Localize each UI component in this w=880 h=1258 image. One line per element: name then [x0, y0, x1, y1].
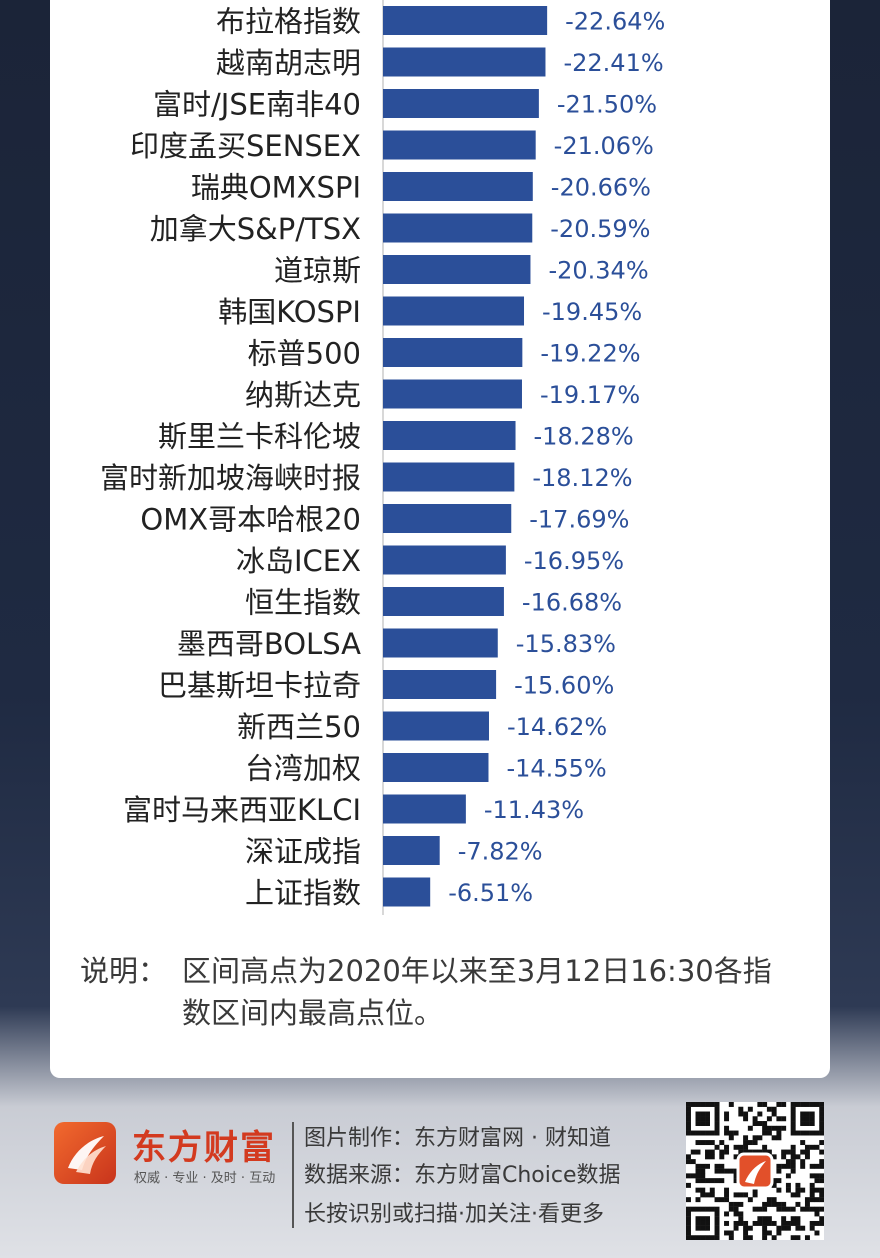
- value-label: -21.50%: [557, 91, 657, 119]
- value-label: -6.51%: [448, 879, 533, 907]
- category-label: 布拉格指数: [216, 5, 361, 39]
- bar: [383, 545, 506, 575]
- value-label: -20.59%: [550, 215, 650, 243]
- brand-logo-icon: [54, 1122, 116, 1184]
- bar: [383, 172, 533, 201]
- qr-code-icon[interactable]: [686, 1102, 824, 1240]
- bar: [383, 794, 466, 824]
- credit-line-scan: 长按识别或扫描·加关注·看更多: [304, 1202, 604, 1227]
- bar: [383, 753, 489, 782]
- bar: [383, 670, 497, 699]
- brand-slogan: 权威 · 专业 · 及时 · 互动: [134, 1171, 276, 1186]
- category-label: 道琼斯: [274, 254, 361, 288]
- category-label: 标普500: [248, 337, 361, 371]
- category-label: 墨西哥BOLSA: [177, 627, 361, 661]
- value-label: -11.43%: [484, 796, 584, 824]
- bar: [383, 504, 512, 533]
- value-label: -15.83%: [516, 630, 616, 658]
- bar: [383, 296, 525, 326]
- value-label: -19.45%: [542, 298, 642, 326]
- bar: [383, 89, 539, 118]
- value-label: -22.64%: [565, 8, 665, 36]
- bar: [383, 462, 515, 492]
- category-label: 巴基斯坦卡拉奇: [158, 669, 361, 703]
- note-label: 说明：: [80, 954, 168, 988]
- category-label: OMX哥本哈根20: [140, 503, 361, 537]
- value-label: -19.17%: [540, 381, 640, 409]
- bar: [383, 877, 431, 907]
- credit-line-producer: 图片制作：东方财富网 · 财知道: [304, 1126, 611, 1151]
- value-label: -7.82%: [458, 838, 543, 866]
- value-label: -22.41%: [563, 49, 663, 77]
- category-label: 加拿大S&P/TSX: [150, 212, 361, 246]
- value-label: -18.12%: [532, 464, 632, 492]
- category-label: 印度孟买SENSEX: [130, 129, 361, 163]
- bar: [383, 213, 533, 243]
- bar: [383, 6, 548, 35]
- bar: [383, 711, 489, 741]
- category-label: 恒生指数: [245, 586, 361, 620]
- category-label: 冰岛ICEX: [236, 544, 361, 578]
- value-label: -14.62%: [507, 713, 607, 741]
- value-label: -20.34%: [548, 257, 648, 285]
- bar-chart: 布拉格指数 -22.64% 越南胡志明 -22.41% 富时/JSE南非40 -21.50…: [100, 0, 665, 915]
- bar: [383, 836, 440, 865]
- category-label: 富时马来西亚KLCI: [123, 793, 361, 827]
- value-label: -18.28%: [534, 423, 634, 451]
- category-label: 富时/JSE南非40: [153, 88, 361, 122]
- value-label: -19.22%: [540, 340, 640, 368]
- bar: [383, 47, 546, 77]
- category-label: 新西兰50: [237, 710, 361, 744]
- bar: [383, 628, 498, 658]
- category-label: 深证成指: [245, 835, 361, 869]
- brand-name: 东方财富: [132, 1128, 276, 1168]
- category-label: 越南胡志明: [216, 46, 361, 80]
- bar: [383, 255, 531, 284]
- bar: [383, 338, 523, 367]
- category-label: 上证指数: [245, 876, 361, 910]
- value-label: -14.55%: [506, 755, 606, 783]
- category-label: 斯里兰卡科伦坡: [158, 420, 361, 454]
- bar: [383, 130, 536, 160]
- footer: 东方财富 权威 · 专业 · 及时 · 互动 图片制作：东方财富网 · 财知道 …: [0, 1080, 880, 1258]
- note: 说明： 区间高点为2020年以来至3月12日16:30各指数区间内最高点位。: [80, 950, 800, 1034]
- value-label: -16.68%: [522, 589, 622, 617]
- footer-divider: [292, 1122, 294, 1228]
- value-label: -17.69%: [529, 506, 629, 534]
- value-label: -21.06%: [554, 132, 654, 160]
- category-label: 富时新加坡海峡时报: [100, 461, 361, 495]
- category-label: 纳斯达克: [245, 378, 361, 412]
- value-label: -20.66%: [551, 174, 651, 202]
- value-label: -15.60%: [514, 672, 614, 700]
- category-label: 韩国KOSPI: [218, 295, 361, 329]
- bar: [383, 379, 522, 409]
- bar: [383, 587, 504, 616]
- category-label: 瑞典OMXSPI: [191, 171, 361, 205]
- credit-line-source: 数据来源：东方财富Choice数据: [304, 1163, 621, 1188]
- category-label: 台湾加权: [245, 752, 361, 786]
- bar: [383, 421, 516, 450]
- note-text: 区间高点为2020年以来至3月12日16:30各指数区间内最高点位。: [182, 954, 772, 1030]
- value-label: -16.95%: [524, 547, 624, 575]
